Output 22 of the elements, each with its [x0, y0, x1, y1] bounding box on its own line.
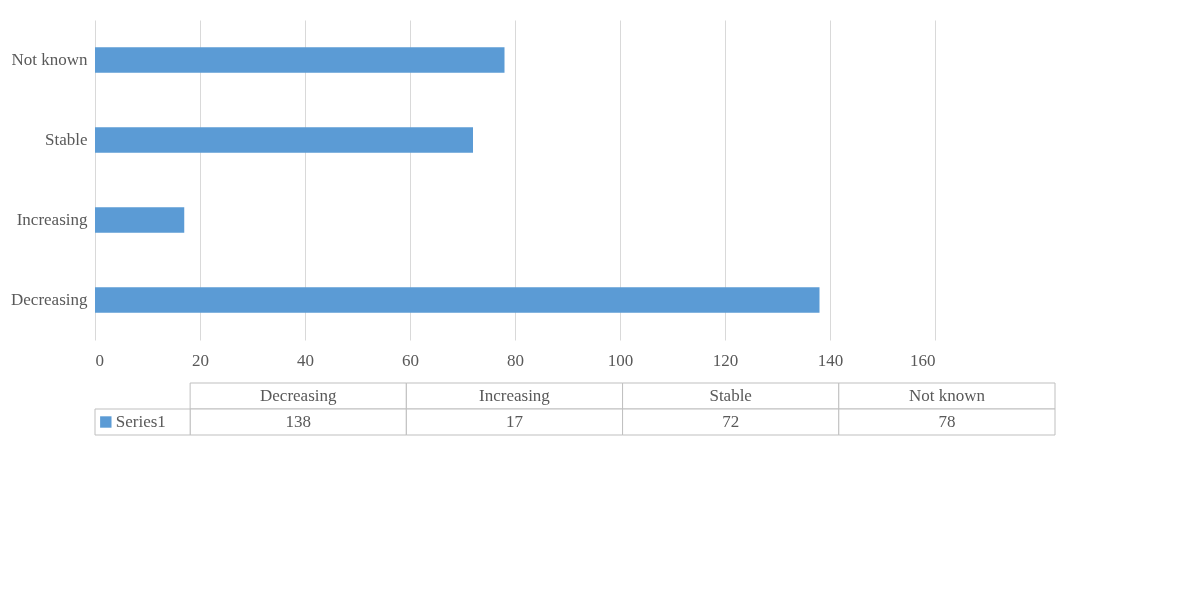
- category-label: Increasing: [479, 386, 550, 405]
- legend-label: Series1: [115, 412, 166, 431]
- category-label: Not known: [908, 386, 985, 405]
- x-tick-label: 40: [297, 350, 314, 370]
- x-tick-label: 20: [192, 350, 209, 370]
- x-tick-label: 140: [817, 350, 844, 370]
- x-tick-label: 120: [712, 350, 739, 370]
- x-tick-label: 160: [910, 350, 936, 370]
- text: 78: [938, 412, 956, 431]
- category-label: Stable: [709, 386, 752, 405]
- y-tick-label: Increasing: [16, 210, 88, 229]
- x-tick-label: 0: [95, 350, 104, 370]
- text: 17: [505, 412, 524, 431]
- category-label: Decreasing: [260, 386, 337, 405]
- y-tick-label: Stable: [45, 130, 88, 149]
- text: 72: [722, 412, 740, 431]
- y-tick-label: Decreasing: [11, 290, 88, 309]
- x-tick-label: 60: [402, 350, 419, 370]
- x-tick-label: 100: [607, 350, 634, 370]
- y-tick-label: Not known: [11, 50, 88, 69]
- text: 138: [285, 412, 311, 431]
- x-tick-label: 80: [507, 350, 524, 370]
